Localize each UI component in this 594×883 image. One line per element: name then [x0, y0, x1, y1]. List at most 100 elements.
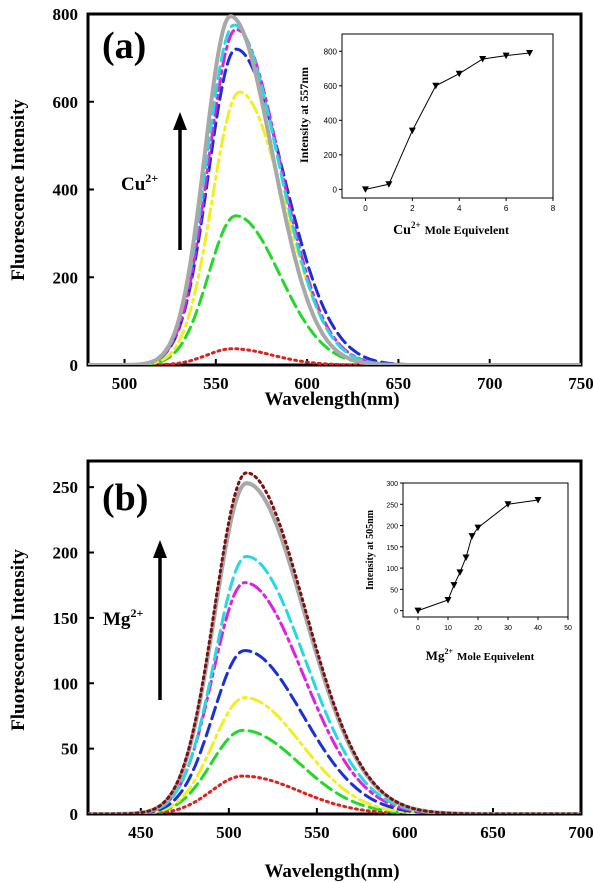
- panel-a-inset-point: [526, 49, 534, 57]
- panel-a-inset-line: [365, 52, 530, 190]
- panel-a-inset-xtick-label: 2: [410, 204, 415, 213]
- panel-a-inset-point: [408, 127, 416, 135]
- panel-b-inset-ytick-label: 200: [386, 524, 398, 531]
- panel-b-inset-ytick-label: 250: [386, 502, 398, 509]
- panel-b-series-5-line: [88, 581, 581, 814]
- panel-a-inset-xtick-label: 0: [363, 204, 368, 213]
- panel-b-inset-axes: 0 10 20 30 40 50 0 50 100 150 200 250 300: [386, 481, 572, 632]
- panel-b-inset-xtick-label: 0: [416, 625, 420, 632]
- panel-b-xtick-label: 550: [304, 823, 330, 842]
- panel-a-inset-ytick-label: 0: [333, 185, 338, 194]
- panel-a-ytick-label: 400: [53, 181, 79, 200]
- panel-b-inset-ylabel: Intensity at 505nm: [365, 509, 376, 590]
- panel-a-series-4-line: [88, 47, 581, 365]
- panel-b-inset-point: [468, 533, 476, 540]
- panel-b-inset-frame: [402, 482, 569, 618]
- panel-b-inset-ytick-label: 300: [386, 481, 398, 488]
- panel-b-inset-point: [474, 524, 482, 532]
- panel-b-series-3-line: [88, 696, 581, 814]
- panel-a-xtick-label: 550: [203, 374, 229, 393]
- panel-a-ylabel: Fluorescence Intensity: [8, 99, 29, 281]
- panel-a-inset-xtick-label: 8: [551, 204, 556, 213]
- panel-b-xtick-label: 600: [392, 823, 418, 842]
- panel-b-inset-xtick-label: 10: [444, 625, 452, 632]
- panel-a-inset-data: [361, 49, 534, 193]
- panel-b-inset-point: [504, 501, 512, 508]
- panel-b-inset-point: [450, 582, 458, 589]
- panel-a-inset-xlabel: Cu2+ Mole Equivelent: [393, 220, 509, 238]
- panel-a-xtick-label: 600: [294, 374, 320, 393]
- panel-b-inset-point: [534, 497, 542, 504]
- panel-a-inset-point: [479, 56, 487, 63]
- panel-a-inset-point: [361, 186, 369, 193]
- panel-a-inset-axes: 0 2 4 6 8 0 200 400 600 800: [324, 47, 556, 213]
- panel-a-inset-ytick-label: 400: [324, 116, 338, 125]
- panel-a-arrow: [173, 112, 187, 250]
- panel-a-series-group: [88, 14, 581, 365]
- panel-b-ytick-label: 250: [53, 478, 79, 497]
- panel-a-inset-xtick-label: 6: [504, 204, 509, 213]
- panel-b-inset-point: [414, 607, 422, 615]
- panel-a-xtick-label: 650: [386, 374, 412, 393]
- panel-a-inset-point: [455, 70, 463, 78]
- panel-a-inset-frame: [341, 33, 554, 199]
- panel-b-inset-data: [414, 497, 542, 615]
- panel-b-xtick-label: 650: [480, 823, 506, 842]
- panel-a-inset-point: [502, 52, 510, 60]
- panel-b-series-1-line: [88, 774, 581, 814]
- panel-a-inset-xtick-label: 4: [457, 204, 462, 213]
- panel-a-ytick-label: 200: [53, 268, 79, 287]
- panel-b-inset-ytick-label: 0: [394, 609, 398, 616]
- panel-b-xtick-label: 450: [128, 823, 154, 842]
- panel-a-inset-ytick-label: 200: [324, 151, 338, 160]
- panel-b-inset-xtick-label: 40: [534, 625, 542, 632]
- panel-a-label: (a): [102, 25, 146, 67]
- panel-b-inset-point: [462, 554, 470, 561]
- panel-b-inset-ytick-label: 100: [386, 566, 398, 573]
- panel-b-inset: 0 10 20 30 40 50 0 50 100 150 200 250 300 Intensity …: [365, 481, 572, 663]
- panel-b-inset-point: [444, 596, 452, 604]
- panel-b-inset-xtick-label: 30: [504, 625, 512, 632]
- panel-b-inset-xtick-label: 50: [564, 625, 572, 632]
- panel-a-xtick-label: 500: [112, 374, 138, 393]
- panel-b-xlabel: Wavelength(nm): [264, 861, 399, 882]
- panel-a-xtick-label: 700: [477, 374, 503, 393]
- panel-a-inset-ylabel: Intensity at 557nm: [297, 67, 311, 163]
- panel-a-xlabel: Wavelength(nm): [264, 389, 399, 410]
- panel-b-inset-ytick-label: 50: [390, 587, 398, 594]
- panel-b-arrow-label: Mg2+: [103, 606, 143, 630]
- panel-b-ytick-label: 50: [61, 740, 78, 759]
- panel-a-ytick-label: 600: [53, 93, 79, 112]
- panel-a-inset-ytick-label: 600: [324, 82, 338, 91]
- panel-b-xtick-label: 500: [216, 823, 242, 842]
- panel-a-inset: 0 2 4 6 8 0 200 400 600 800 Intensity at 557nm Cu…: [297, 33, 556, 238]
- panel-a-xtick-label: 750: [568, 374, 594, 393]
- panel-b-ylabel: Fluorescence Intensity: [8, 549, 29, 731]
- panel-a-inset-ytick-label: 800: [324, 47, 338, 56]
- panel-b-inset-xlabel: Mg2+ Mole Equivelent: [426, 647, 535, 663]
- panel-b-series-group: [88, 471, 581, 814]
- panel-b-inset-ytick-label: 150: [386, 545, 398, 552]
- panel-a-ytick-label: 0: [70, 356, 79, 375]
- panel-b-arrow: [153, 540, 167, 700]
- panel-b-ytick-label: 150: [53, 609, 79, 628]
- panel-b-label: (b): [102, 477, 148, 519]
- panel-a-arrow-label: Cu2+: [121, 171, 158, 195]
- panel-b-ytick-label: 0: [70, 805, 79, 824]
- panel-a-ytick-label: 800: [53, 5, 79, 24]
- panel-b-inset-xtick-label: 20: [474, 625, 482, 632]
- panel-b-series-6-line: [88, 554, 581, 814]
- panel-a-series-2-line: [88, 214, 581, 365]
- panel-b-ytick-label: 100: [53, 674, 79, 693]
- panel-b-xtick-label: 700: [568, 823, 594, 842]
- panel-b-series-4-line: [88, 649, 581, 814]
- panel-a-inset-point: [432, 82, 440, 90]
- panel-b-inset-point: [456, 569, 464, 576]
- panel-a-inset-point: [385, 181, 393, 188]
- panel-b-ytick-label: 200: [53, 544, 79, 563]
- panel-a-series-7-line: [88, 14, 581, 365]
